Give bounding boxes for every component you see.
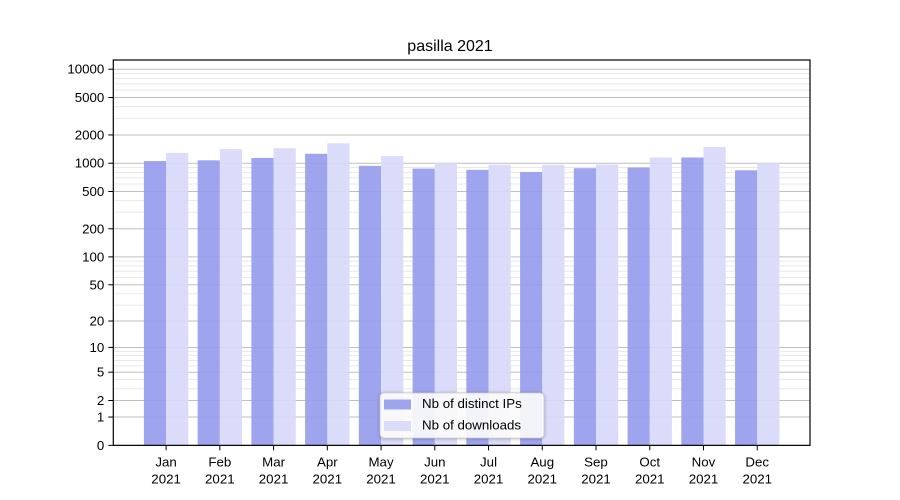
svg-text:100: 100 bbox=[82, 249, 104, 264]
svg-text:2021: 2021 bbox=[581, 471, 611, 486]
svg-text:1000: 1000 bbox=[75, 156, 105, 171]
svg-text:2021: 2021 bbox=[742, 471, 772, 486]
svg-text:2021: 2021 bbox=[259, 471, 289, 486]
svg-text:10000: 10000 bbox=[67, 62, 104, 77]
svg-text:Nb of distinct IPs: Nb of distinct IPs bbox=[422, 396, 522, 411]
svg-text:200: 200 bbox=[82, 221, 104, 236]
svg-text:pasilla 2021: pasilla 2021 bbox=[407, 38, 493, 55]
svg-text:2021: 2021 bbox=[366, 471, 396, 486]
svg-text:Jul: Jul bbox=[480, 454, 497, 469]
svg-text:2021: 2021 bbox=[420, 471, 450, 486]
svg-text:Sep: Sep bbox=[584, 454, 608, 469]
svg-text:Nb of downloads: Nb of downloads bbox=[422, 418, 521, 433]
svg-text:Aug: Aug bbox=[530, 454, 554, 469]
svg-text:2021: 2021 bbox=[527, 471, 557, 486]
svg-text:0: 0 bbox=[97, 438, 104, 453]
svg-text:Nov: Nov bbox=[692, 454, 716, 469]
svg-text:Dec: Dec bbox=[745, 454, 769, 469]
svg-text:2021: 2021 bbox=[474, 471, 504, 486]
svg-text:2021: 2021 bbox=[205, 471, 235, 486]
svg-text:May: May bbox=[368, 454, 393, 469]
svg-text:2021: 2021 bbox=[635, 471, 665, 486]
svg-text:500: 500 bbox=[82, 184, 104, 199]
svg-text:20: 20 bbox=[90, 314, 105, 329]
svg-text:2021: 2021 bbox=[151, 471, 181, 486]
svg-text:Mar: Mar bbox=[262, 454, 285, 469]
svg-text:2: 2 bbox=[97, 393, 104, 408]
svg-text:5: 5 bbox=[97, 365, 104, 380]
svg-text:Jun: Jun bbox=[424, 454, 445, 469]
svg-text:1: 1 bbox=[97, 410, 104, 425]
svg-text:Jan: Jan bbox=[155, 454, 176, 469]
svg-text:10: 10 bbox=[90, 340, 105, 355]
svg-text:Oct: Oct bbox=[639, 454, 660, 469]
svg-text:2000: 2000 bbox=[75, 127, 105, 142]
svg-text:Feb: Feb bbox=[208, 454, 231, 469]
svg-text:2021: 2021 bbox=[689, 471, 719, 486]
svg-text:5000: 5000 bbox=[75, 90, 105, 105]
svg-text:2021: 2021 bbox=[313, 471, 343, 486]
svg-text:50: 50 bbox=[90, 277, 105, 292]
svg-text:Apr: Apr bbox=[317, 454, 338, 469]
